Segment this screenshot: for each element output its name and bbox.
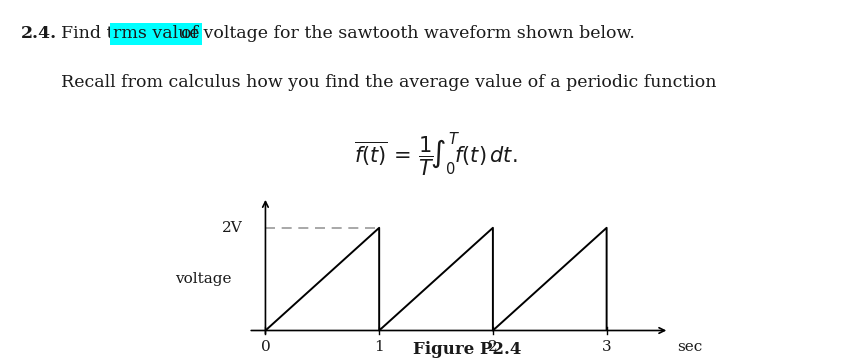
- Text: rms value: rms value: [113, 25, 200, 42]
- Text: 2V: 2V: [222, 221, 242, 235]
- Text: Figure P2.4: Figure P2.4: [413, 341, 521, 358]
- Text: 0: 0: [260, 340, 270, 354]
- Text: 1: 1: [375, 340, 384, 354]
- Text: sec: sec: [677, 340, 702, 354]
- Text: 2: 2: [488, 340, 498, 354]
- Text: $\overline{f(t)}\,=\,\dfrac{1}{T}\!\int_0^T\! f(t)\,dt.$: $\overline{f(t)}\,=\,\dfrac{1}{T}\!\int_…: [354, 130, 517, 178]
- Text: Recall from calculus how you find the average value of a periodic function: Recall from calculus how you find the av…: [61, 74, 717, 91]
- Text: 2.4.: 2.4.: [21, 25, 57, 42]
- Text: of voltage for the sawtooth waveform shown below.: of voltage for the sawtooth waveform sho…: [181, 25, 635, 42]
- Text: 3: 3: [602, 340, 611, 354]
- Text: voltage: voltage: [174, 272, 232, 286]
- Text: Find the: Find the: [61, 25, 140, 42]
